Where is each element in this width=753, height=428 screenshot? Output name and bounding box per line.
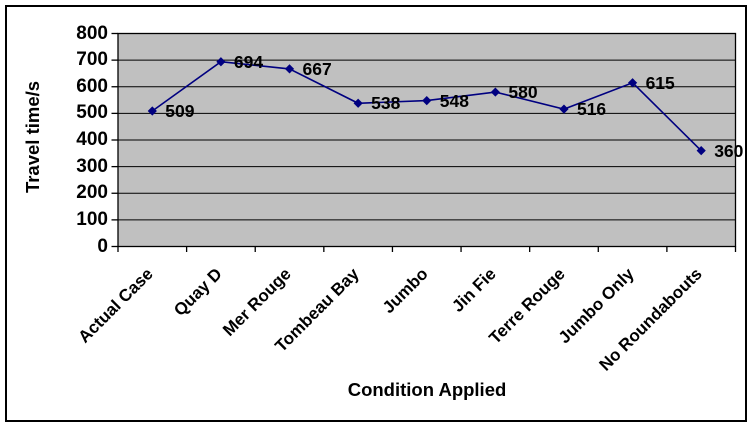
data-point-label: 360 (714, 140, 744, 161)
data-point-marker (422, 95, 432, 106)
y-tick-label: 100 (76, 208, 108, 230)
data-point-label: 548 (439, 90, 469, 111)
data-point-marker (490, 87, 500, 97)
data-point-label: 694 (233, 51, 264, 72)
data-point-marker (147, 106, 157, 116)
data-point-marker (284, 64, 295, 74)
data-point-label: 580 (508, 82, 538, 103)
data-point-label: 615 (645, 72, 675, 93)
y-axis-title: Travel time/s (22, 80, 43, 194)
y-tick-label: 400 (76, 129, 108, 150)
data-point-marker (216, 57, 226, 67)
data-point-marker (559, 104, 569, 114)
data-point-label: 667 (302, 58, 332, 79)
y-tick-label: 600 (76, 75, 108, 97)
y-tick-label: 500 (76, 102, 108, 124)
data-point-marker (353, 98, 363, 108)
y-tick-label: 300 (76, 155, 108, 177)
data-point-label: 516 (576, 99, 607, 120)
y-tick-label: 200 (76, 182, 108, 204)
y-tick-label: 700 (76, 49, 108, 71)
y-tick-label: 800 (76, 22, 108, 44)
data-point-label: 538 (371, 93, 401, 114)
x-axis-title: Condition Applied (347, 379, 507, 400)
y-tick-label: 0 (97, 235, 108, 257)
data-point-marker (627, 78, 638, 88)
data-point-label: 509 (165, 100, 195, 121)
data-point-marker (696, 146, 706, 156)
